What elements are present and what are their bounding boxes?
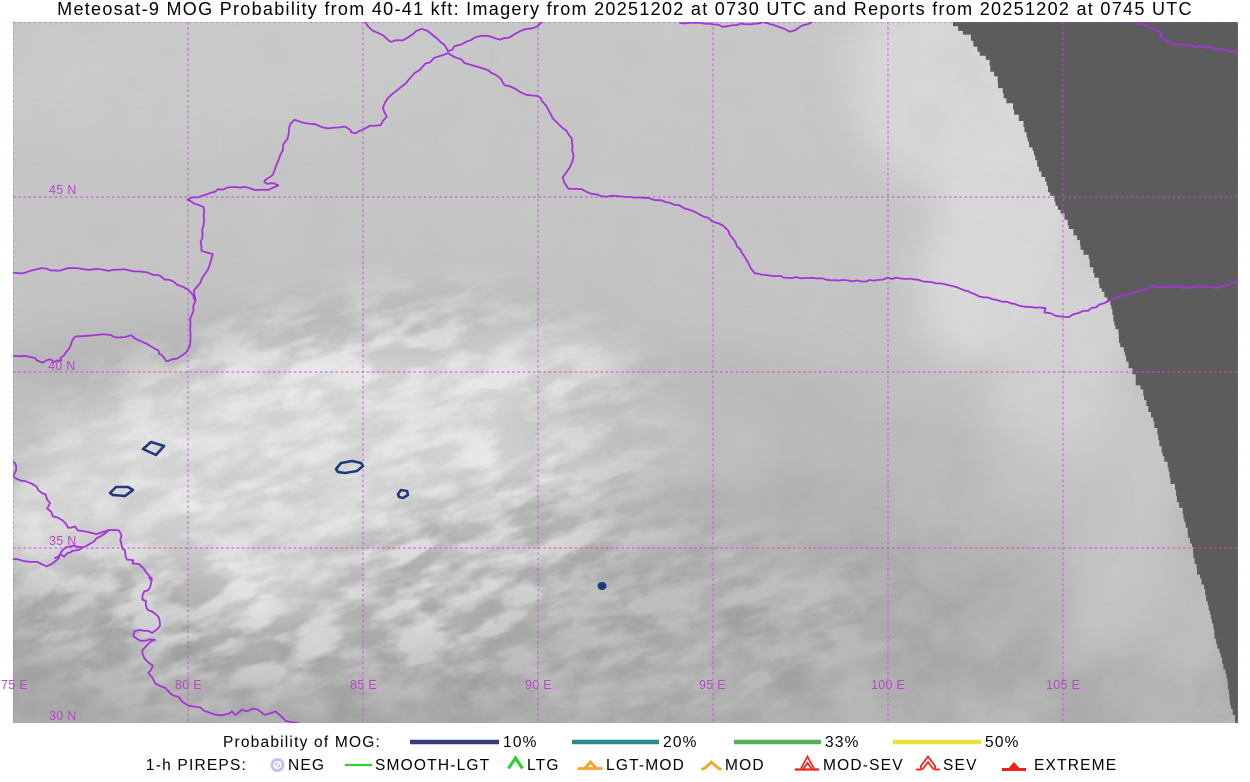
svg-text:MOD: MOD [725,757,765,774]
svg-text:95 E: 95 E [699,678,726,692]
svg-text:1-h PIREPS:: 1-h PIREPS: [146,757,247,774]
svg-text:30 N: 30 N [49,709,77,723]
svg-text:10%: 10% [503,734,538,751]
svg-text:MOD-SEV: MOD-SEV [823,757,904,774]
svg-text:40 N: 40 N [48,359,76,373]
svg-text:45 N: 45 N [49,183,77,197]
svg-text:NEG: NEG [288,757,325,774]
svg-text:33%: 33% [825,734,860,751]
svg-text:SMOOTH-LGT: SMOOTH-LGT [375,757,490,774]
svg-text:35 N: 35 N [49,534,77,548]
svg-text:SEV: SEV [943,757,978,774]
svg-text:100 E: 100 E [871,678,905,692]
svg-text:80 E: 80 E [175,678,202,692]
svg-text:50%: 50% [985,734,1020,751]
svg-text:105 E: 105 E [1046,678,1080,692]
svg-text:85 E: 85 E [350,678,377,692]
svg-text:90 E: 90 E [525,678,552,692]
svg-text:20%: 20% [663,734,698,751]
svg-text:LTG: LTG [527,757,560,774]
svg-text:Probability of MOG:: Probability of MOG: [223,734,381,751]
svg-text:75 E: 75 E [1,678,28,692]
svg-text:LGT-MOD: LGT-MOD [606,757,685,774]
svg-text:Meteosat-9 MOG Probability fro: Meteosat-9 MOG Probability from 40-41 kf… [57,0,1193,19]
svg-text:EXTREME: EXTREME [1034,757,1117,774]
